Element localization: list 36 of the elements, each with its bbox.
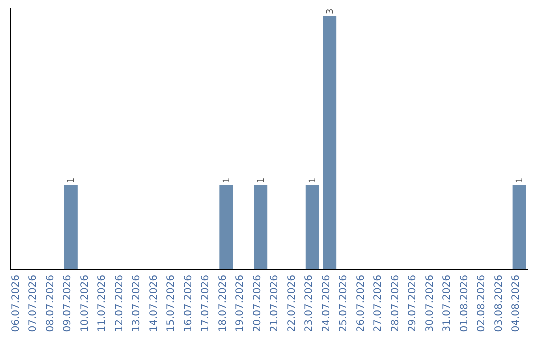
x-tick-label: 11.07.2026 xyxy=(97,275,108,332)
data-label: 1 xyxy=(516,178,526,184)
x-tick-label: 03.08.2026 xyxy=(494,275,505,332)
x-tick-label: 07.07.2026 xyxy=(28,275,40,332)
x-tick-label: 20.07.2026 xyxy=(252,275,264,332)
x-tick-label: 16.07.2026 xyxy=(183,275,194,332)
x-tick-label: 15.07.2026 xyxy=(166,275,178,332)
x-tick-label: 25.07.2026 xyxy=(338,275,350,332)
data-label: 1 xyxy=(67,178,78,184)
data-label: 1 xyxy=(256,178,267,184)
x-tick-label: 29.07.2026 xyxy=(408,275,419,332)
x-tick-label: 31.07.2026 xyxy=(442,275,454,332)
x-tick-label: 21.07.2026 xyxy=(270,275,281,332)
x-tick-label: 19.07.2026 xyxy=(235,275,246,332)
x-tick-label: 10.07.2026 xyxy=(80,275,91,332)
x-tick-label: 09.07.2026 xyxy=(62,275,74,332)
x-tick-label: 24.07.2026 xyxy=(321,275,332,332)
x-tick-label: 22.07.2026 xyxy=(286,275,298,332)
x-tick-label: 18.07.2026 xyxy=(218,275,229,332)
x-tick-label: 02.08.2026 xyxy=(476,275,488,332)
x-tick-label: 13.07.2026 xyxy=(132,275,143,332)
x-tick-label: 04.08.2026 xyxy=(511,275,522,332)
x-tick-label: 06.07.2026 xyxy=(10,275,22,332)
x-tick-label: 30.07.2026 xyxy=(424,275,436,332)
x-tick-label: 17.07.2026 xyxy=(200,275,212,332)
data-label: 3 xyxy=(326,8,336,14)
data-label: 1 xyxy=(222,178,232,184)
x-tick-label: 26.07.2026 xyxy=(356,275,367,332)
x-tick-label: 12.07.2026 xyxy=(114,275,126,332)
x-tick-label: 28.07.2026 xyxy=(390,275,402,332)
x-tick-label: 23.07.2026 xyxy=(304,275,316,332)
x-tick-label: 27.07.2026 xyxy=(373,275,384,332)
data-label: 1 xyxy=(308,178,319,184)
x-tick-label: 14.07.2026 xyxy=(148,275,160,332)
x-tick-label: 08.07.2026 xyxy=(45,275,56,332)
x-tick-label: 01.08.2026 xyxy=(459,275,470,332)
